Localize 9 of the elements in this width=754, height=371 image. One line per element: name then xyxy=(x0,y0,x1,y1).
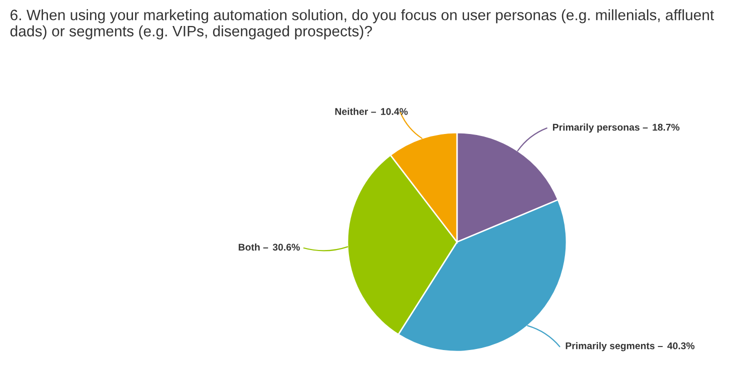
data-label: 30.6% xyxy=(272,244,300,251)
slice-label: Neither – xyxy=(335,108,376,115)
data-label: 18.7% xyxy=(652,124,680,131)
slice-label: Both – xyxy=(238,243,268,251)
data-label: 10.4% xyxy=(381,108,408,115)
chart-title: 6. When using your marketing automation solution, do you focus on user personas (e.g. millenials, affluent dads) or segments (e.g. VIPs, disengaged prospects)? xyxy=(10,9,714,40)
slice-label: Primarily personas – xyxy=(552,124,648,133)
data-label: 40.3% xyxy=(667,342,694,350)
slice-label: Primarily segments – xyxy=(566,342,663,352)
